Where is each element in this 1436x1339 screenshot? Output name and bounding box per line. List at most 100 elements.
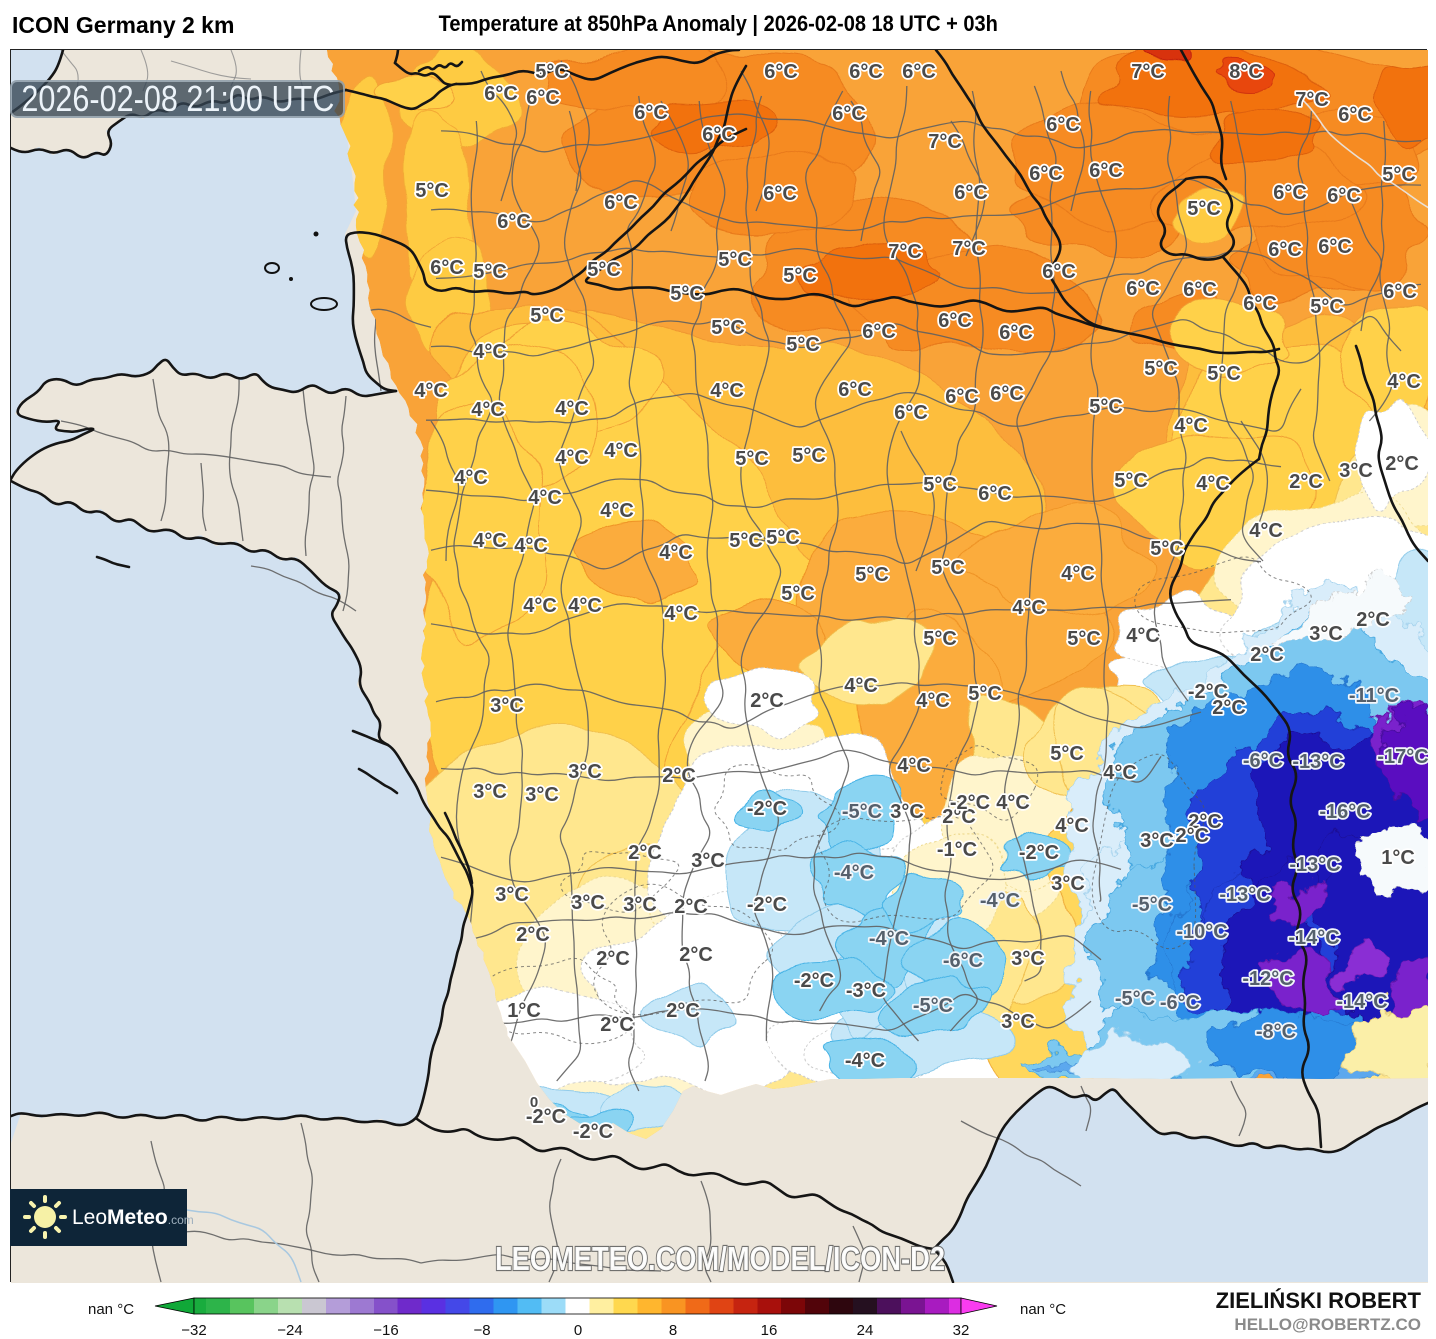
- svg-text:6°C: 6°C: [497, 211, 531, 233]
- svg-text:-6°C: -6°C: [1243, 750, 1283, 772]
- svg-text:4°C: 4°C: [414, 380, 448, 402]
- svg-text:6°C: 6°C: [484, 83, 518, 105]
- svg-text:4°C: 4°C: [555, 398, 589, 420]
- svg-text:4°C: 4°C: [1126, 625, 1160, 647]
- svg-text:6°C: 6°C: [1243, 293, 1277, 315]
- svg-text:4°C: 4°C: [555, 447, 589, 469]
- svg-text:6°C: 6°C: [978, 483, 1012, 505]
- svg-text:6°C: 6°C: [862, 321, 896, 343]
- svg-text:7°C: 7°C: [888, 241, 922, 263]
- svg-text:6°C: 6°C: [764, 61, 798, 83]
- svg-text:-2°C: -2°C: [526, 1106, 566, 1128]
- svg-text:5°C: 5°C: [729, 530, 763, 552]
- svg-text:5°C: 5°C: [718, 249, 752, 271]
- svg-text:5°C: 5°C: [792, 445, 826, 467]
- svg-text:7°C: 7°C: [1295, 89, 1329, 111]
- svg-text:-2°C: -2°C: [1188, 681, 1228, 703]
- svg-text:6°C: 6°C: [902, 61, 936, 83]
- svg-text:2°C: 2°C: [750, 690, 784, 712]
- svg-text:-11°C: -11°C: [1349, 685, 1399, 707]
- svg-text:-1°C: -1°C: [937, 839, 977, 861]
- svg-text:5°C: 5°C: [968, 683, 1002, 705]
- svg-text:6°C: 6°C: [838, 379, 872, 401]
- svg-text:6°C: 6°C: [1318, 236, 1352, 258]
- svg-text:4°C: 4°C: [710, 380, 744, 402]
- svg-text:5°C: 5°C: [473, 261, 507, 283]
- svg-text:-10°C: -10°C: [1176, 921, 1227, 943]
- svg-text:4°C: 4°C: [916, 690, 950, 712]
- svg-text:2°C: 2°C: [662, 765, 696, 787]
- svg-text:6°C: 6°C: [894, 402, 928, 424]
- svg-text:-13°C: -13°C: [1292, 751, 1343, 773]
- svg-text:3°C: 3°C: [890, 801, 924, 823]
- svg-text:5°C: 5°C: [1050, 743, 1084, 765]
- svg-text:-5°C: -5°C: [842, 801, 882, 823]
- svg-text:2°C: 2°C: [674, 896, 708, 918]
- svg-text:6°C: 6°C: [604, 192, 638, 214]
- svg-text:2°C: 2°C: [1289, 471, 1323, 493]
- svg-text:5°C: 5°C: [735, 448, 769, 470]
- svg-text:8°C: 8°C: [1229, 61, 1263, 83]
- svg-text:6°C: 6°C: [999, 322, 1033, 344]
- svg-text:-6°C: -6°C: [943, 950, 983, 972]
- svg-text:4°C: 4°C: [1055, 815, 1089, 837]
- svg-text:5°C: 5°C: [783, 265, 817, 287]
- svg-text:3°C: 3°C: [1309, 623, 1343, 645]
- svg-text:5°C: 5°C: [923, 628, 957, 650]
- svg-text:-4°C: -4°C: [845, 1050, 885, 1072]
- svg-text:2°C: 2°C: [1250, 644, 1284, 666]
- svg-text:2°C: 2°C: [596, 948, 630, 970]
- svg-text:-12°C: -12°C: [1242, 968, 1293, 990]
- svg-text:-8°C: -8°C: [1256, 1021, 1296, 1043]
- svg-text:-5°C: -5°C: [913, 995, 953, 1017]
- svg-text:5°C: 5°C: [1187, 198, 1221, 220]
- svg-text:2°C: 2°C: [516, 924, 550, 946]
- svg-text:4°C: 4°C: [568, 595, 602, 617]
- svg-text:5°C: 5°C: [1144, 358, 1178, 380]
- svg-text:4°C: 4°C: [996, 792, 1030, 814]
- svg-text:-4°C: -4°C: [980, 890, 1020, 912]
- svg-text:6°C: 6°C: [1183, 279, 1217, 301]
- svg-text:7°C: 7°C: [952, 238, 986, 260]
- svg-text:7°C: 7°C: [1131, 61, 1165, 83]
- svg-text:2°C: 2°C: [1356, 609, 1390, 631]
- svg-text:3°C: 3°C: [1140, 830, 1174, 852]
- svg-text:4°C: 4°C: [844, 675, 878, 697]
- svg-text:5°C: 5°C: [1310, 296, 1344, 318]
- svg-text:5°C: 5°C: [923, 474, 957, 496]
- svg-text:5°C: 5°C: [1150, 538, 1184, 560]
- svg-text:6°C: 6°C: [526, 87, 560, 109]
- svg-text:2°C: 2°C: [1212, 697, 1246, 719]
- svg-text:-4°C: -4°C: [834, 862, 874, 884]
- svg-text:3°C: 3°C: [623, 894, 657, 916]
- svg-text:4°C: 4°C: [1103, 762, 1137, 784]
- svg-text:4°C: 4°C: [600, 500, 634, 522]
- svg-text:6°C: 6°C: [1273, 182, 1307, 204]
- svg-text:3°C: 3°C: [691, 850, 725, 872]
- svg-text:1°C: 1°C: [507, 1000, 541, 1022]
- svg-text:4°C: 4°C: [473, 530, 507, 552]
- svg-text:6°C: 6°C: [832, 103, 866, 125]
- svg-text:6°C: 6°C: [1042, 261, 1076, 283]
- svg-text:6°C: 6°C: [1383, 281, 1417, 303]
- svg-text:3°C: 3°C: [1339, 460, 1373, 482]
- svg-text:-2°C: -2°C: [1169, 825, 1209, 847]
- svg-text:-2°C: -2°C: [573, 1121, 613, 1143]
- svg-text:5°C: 5°C: [530, 305, 564, 327]
- svg-text:1°C: 1°C: [1381, 847, 1415, 869]
- svg-text:4°C: 4°C: [454, 467, 488, 489]
- svg-text:5°C: 5°C: [1114, 470, 1148, 492]
- svg-text:2°C: 2°C: [666, 1000, 700, 1022]
- svg-text:6°C: 6°C: [990, 383, 1024, 405]
- svg-text:-13°C: -13°C: [1289, 854, 1340, 876]
- svg-text:6°C: 6°C: [1327, 185, 1361, 207]
- svg-text:5°C: 5°C: [1089, 396, 1123, 418]
- svg-text:5°C: 5°C: [587, 259, 621, 281]
- svg-text:6°C: 6°C: [849, 61, 883, 83]
- svg-text:6°C: 6°C: [702, 124, 736, 146]
- svg-text:5°C: 5°C: [711, 317, 745, 339]
- svg-text:5°C: 5°C: [535, 61, 569, 83]
- svg-text:4°C: 4°C: [664, 603, 698, 625]
- svg-text:0: 0: [530, 1094, 538, 1111]
- svg-text:4°C: 4°C: [1387, 371, 1421, 393]
